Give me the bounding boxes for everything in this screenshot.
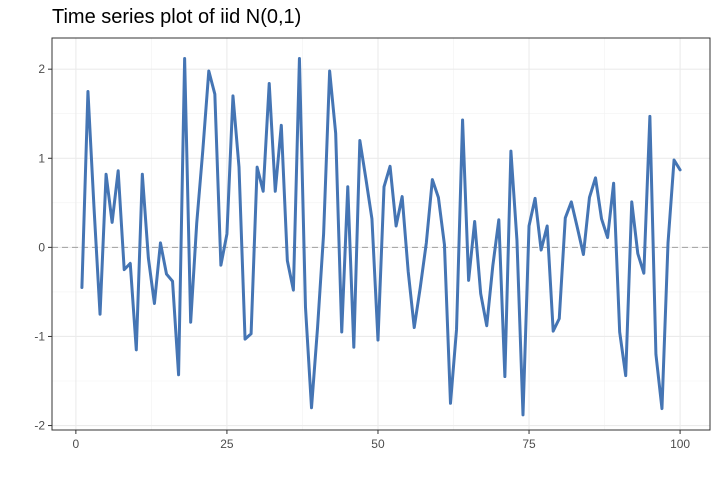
y-tick-label: -2 [34, 419, 45, 433]
series-line [80, 56, 682, 417]
y-tick-label: 0 [38, 240, 45, 254]
x-axis: 0 25 50 75 100 [73, 430, 690, 451]
x-tick-label: 50 [371, 437, 385, 451]
x-tick-label: 75 [522, 437, 536, 451]
y-axis: -2 -1 0 1 2 [34, 62, 52, 433]
y-tick-label: 1 [38, 151, 45, 165]
y-tick-label: -1 [34, 329, 45, 343]
y-tick-label: 2 [38, 62, 45, 76]
panel-border [51, 37, 711, 431]
chart-title: Time series plot of iid N(0,1) [52, 6, 302, 28]
x-tick-label: 100 [670, 437, 690, 451]
x-tick-label: 0 [73, 437, 80, 451]
x-tick-label: 25 [220, 437, 234, 451]
